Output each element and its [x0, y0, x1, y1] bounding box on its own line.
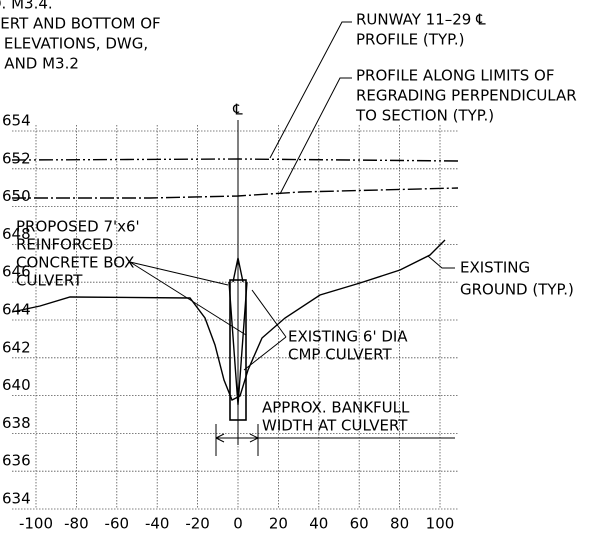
bankfull-label: WIDTH AT CULVERT: [262, 417, 408, 435]
labels: 634 636 638 640 642 644 646 648 650 652 654 -100 -80…: [0, 0, 577, 533]
bankfull-width: [215, 424, 455, 456]
box-label: REINFORCED: [16, 236, 113, 254]
bankfull-label: APPROX. BANKFULL: [262, 399, 410, 417]
runway-label: PROFILE (TYP.): [356, 31, 464, 49]
ground-label: GROUND (TYP.): [460, 281, 574, 299]
x-tick-label: 80: [390, 515, 409, 533]
x-tick-label: 20: [269, 515, 288, 533]
note: D. M3.4.: [0, 0, 53, 13]
runway-leader: [269, 21, 352, 159]
x-tick-label: 100: [426, 515, 455, 533]
ground-leader: [427, 255, 455, 269]
y-tick-label: 654: [2, 112, 31, 130]
box-label: PROPOSED 7'x6': [16, 218, 140, 236]
y-tick-label: 638: [2, 414, 31, 432]
y-tick-label: 644: [2, 301, 31, 319]
x-tick-label: -80: [64, 515, 89, 533]
x-tick-label: -60: [105, 515, 130, 533]
x-tick-label: -20: [185, 515, 210, 533]
y-tick-label: 648: [2, 225, 31, 243]
x-tick-label: 0: [233, 515, 243, 533]
box-leader: [129, 261, 247, 336]
y-tick-label: 650: [2, 187, 31, 205]
note: VERT AND BOTTOM OF: [0, 15, 161, 33]
runway-profile: [11, 158, 459, 162]
cmp-culvert: [228, 257, 248, 406]
note: 1 AND M3.2: [0, 55, 79, 73]
y-tick-label: 634: [2, 490, 31, 508]
box-label: CULVERT: [16, 272, 83, 290]
cmp-label: EXISTING 6' DIA: [288, 328, 408, 346]
x-tick-label: -100: [19, 515, 53, 533]
y-tick-label: 640: [2, 376, 31, 394]
box-culvert: [229, 279, 247, 421]
y-tick-label: 646: [2, 263, 31, 281]
regrading-profile: [12, 187, 459, 199]
y-tick-label: 636: [2, 452, 31, 470]
regrading-label: REGRADING PERPENDICULAR: [356, 87, 577, 105]
centerline-symbol: ℄: [232, 101, 243, 119]
regrading-label: PROFILE ALONG LIMITS OF: [356, 67, 554, 85]
cmp-label: CMP CULVERT: [288, 346, 392, 364]
grid: [12, 125, 458, 510]
regrading-label: TO SECTION (TYP.): [355, 107, 494, 125]
ground-label: EXISTING: [460, 259, 530, 277]
x-tick-label: -40: [145, 515, 170, 533]
x-tick-label: 40: [309, 515, 328, 533]
note: T ELEVATIONS, DWG,: [0, 35, 148, 53]
regrading-leader: [279, 77, 352, 195]
y-tick-label: 652: [2, 149, 31, 167]
cmp-leader: [243, 289, 287, 371]
x-tick-label: 60: [350, 515, 369, 533]
box-label: CONCRETE BOX: [16, 254, 134, 272]
y-tick-label: 642: [2, 338, 31, 356]
existing-ground: [11, 239, 446, 401]
runway-label: RUNWAY 11–29 ℄: [356, 11, 486, 29]
